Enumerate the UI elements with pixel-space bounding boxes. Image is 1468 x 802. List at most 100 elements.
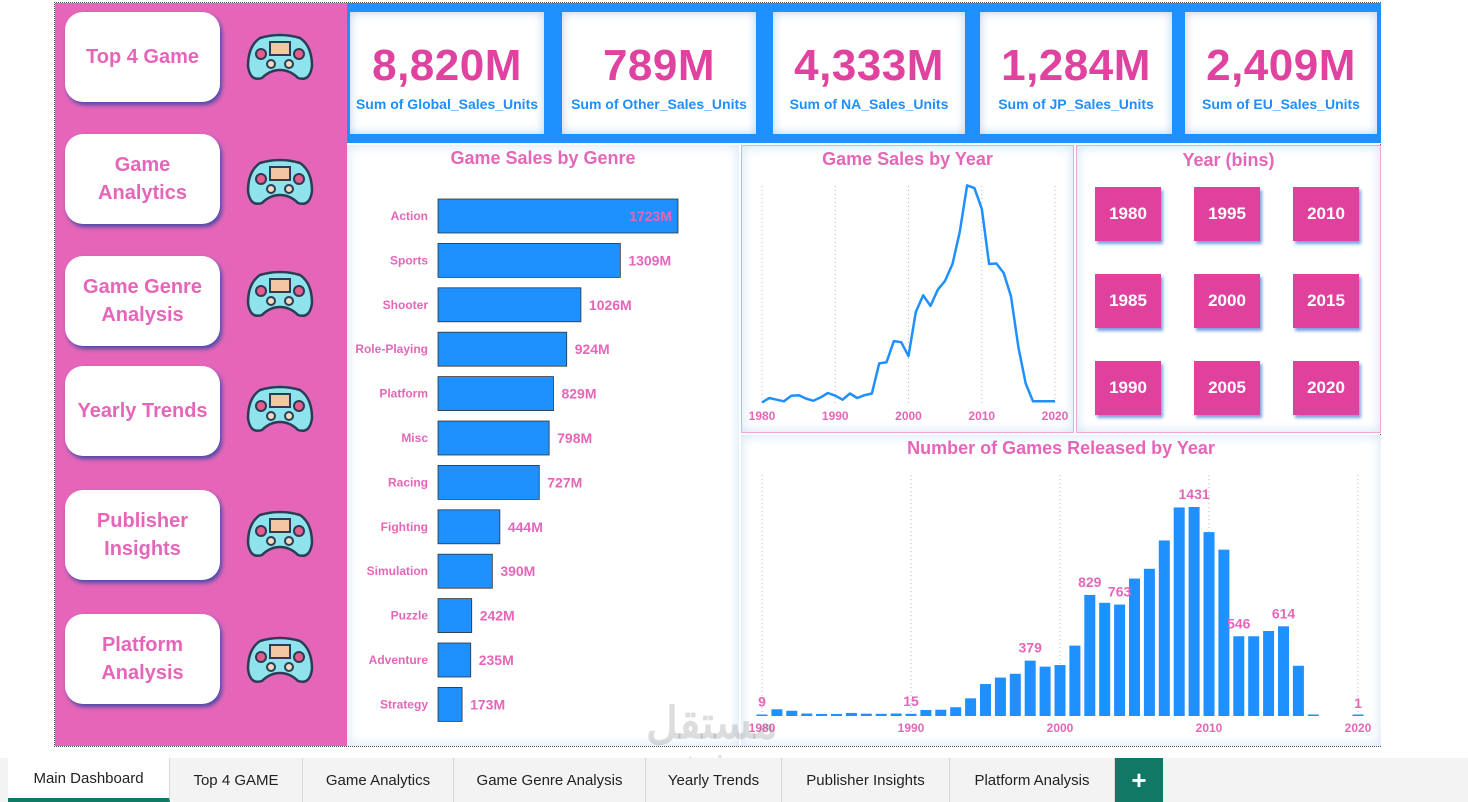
genre-value-label: 924M bbox=[575, 341, 610, 357]
kpi-label: Sum of Global_Sales_Units bbox=[355, 96, 539, 112]
genre-value-label: 1723M bbox=[629, 208, 672, 224]
genre-value-label: 1309M bbox=[628, 252, 671, 268]
release-bar bbox=[1114, 604, 1126, 716]
year-bin-1980[interactable]: 1980 bbox=[1095, 187, 1161, 241]
add-page-button[interactable]: + bbox=[1115, 758, 1163, 802]
kpi-card-eu-sales: 2,409M Sum of EU_Sales_Units bbox=[1185, 12, 1377, 134]
gamepad-icon bbox=[246, 33, 314, 80]
release-bar bbox=[1039, 666, 1051, 716]
release-bar bbox=[1054, 665, 1066, 716]
nav-button-platform-analysis[interactable]: Platform Analysis bbox=[65, 614, 220, 704]
gamepad-icon bbox=[246, 270, 314, 317]
release-bar bbox=[831, 713, 842, 716]
genre-value-label: 1026M bbox=[589, 297, 632, 313]
release-bar bbox=[1099, 602, 1111, 716]
gamepad-shape bbox=[246, 636, 314, 683]
release-bar bbox=[1233, 636, 1245, 716]
release-bar bbox=[950, 707, 962, 716]
genre-bar bbox=[437, 464, 540, 500]
genre-bar-chart: Action 1723M Sports 1309M Shooter 1026M Role-P… bbox=[355, 198, 679, 722]
release-bar bbox=[994, 677, 1006, 716]
tab-game-analytics[interactable]: Game Analytics bbox=[303, 758, 454, 802]
release-bar bbox=[980, 684, 991, 716]
genre-bar bbox=[437, 198, 679, 234]
year-bin-1990[interactable]: 1990 bbox=[1095, 361, 1161, 415]
genre-value-label: 242M bbox=[480, 608, 515, 624]
release-value-label: 379 bbox=[1019, 640, 1043, 656]
year-bin-2020[interactable]: 2020 bbox=[1293, 361, 1359, 415]
release-bar bbox=[875, 713, 887, 716]
release-value-label: 829 bbox=[1078, 574, 1102, 590]
sales-line bbox=[761, 184, 1055, 404]
release-bar bbox=[1084, 594, 1096, 716]
genre-bar bbox=[437, 331, 568, 367]
genre-value-label: 235M bbox=[479, 652, 514, 668]
gamepad-shape bbox=[246, 385, 314, 432]
nav-button-game-genre-analysis[interactable]: Game Genre Analysis bbox=[65, 256, 220, 346]
nav-button-publisher-insights[interactable]: Publisher Insights bbox=[65, 490, 220, 580]
genre-label: Role-Playing bbox=[355, 342, 428, 356]
year-bin-2010[interactable]: 2010 bbox=[1293, 187, 1359, 241]
release-value-label: 15 bbox=[903, 693, 919, 709]
release-bar bbox=[1292, 665, 1304, 716]
release-bar bbox=[1248, 636, 1260, 716]
release-bar bbox=[1024, 660, 1036, 716]
release-bar bbox=[756, 714, 768, 716]
release-value-label: 1431 bbox=[1179, 486, 1210, 502]
release-value-label: 9 bbox=[758, 694, 766, 710]
genre-label: Puzzle bbox=[391, 609, 429, 623]
nav-button-yearly-trends[interactable]: Yearly Trends bbox=[65, 366, 220, 456]
release-bar bbox=[1069, 645, 1081, 716]
gamepad-shape bbox=[246, 510, 314, 557]
genre-bar bbox=[437, 687, 463, 722]
releases-chart-title: Number of Games Released by Year bbox=[907, 438, 1215, 458]
release-bar bbox=[1158, 540, 1170, 716]
nav-button-game-analytics[interactable]: Game Analytics bbox=[65, 134, 220, 224]
release-bar bbox=[1278, 626, 1289, 716]
genre-bar bbox=[437, 598, 473, 634]
release-bar bbox=[1352, 714, 1364, 716]
x-tick-label: 2010 bbox=[1196, 721, 1223, 735]
kpi-bar: 8,820M Sum of Global_Sales_Units 789M Su… bbox=[347, 3, 1381, 143]
genre-bar bbox=[437, 243, 621, 278]
release-bar bbox=[1263, 630, 1275, 716]
gamepad-shape bbox=[246, 158, 314, 205]
nav-button-top-4-game[interactable]: Top 4 Game bbox=[65, 12, 220, 102]
year-bin-1995[interactable]: 1995 bbox=[1194, 187, 1260, 241]
x-tick-label: 1980 bbox=[749, 409, 776, 423]
year-bin-2000[interactable]: 2000 bbox=[1194, 274, 1260, 328]
release-value-label: 614 bbox=[1272, 605, 1296, 621]
page-tabs: Main Dashboard Top 4 GAME Game Analytics… bbox=[0, 758, 1468, 802]
release-bar bbox=[786, 710, 798, 716]
year-bin-2015[interactable]: 2015 bbox=[1293, 274, 1359, 328]
genre-value-label: 829M bbox=[561, 386, 596, 402]
release-bar bbox=[1218, 549, 1230, 716]
genre-label: Platform bbox=[379, 387, 428, 401]
release-bar bbox=[1307, 714, 1319, 716]
tab-platform-analysis[interactable]: Platform Analysis bbox=[950, 758, 1115, 802]
genre-bar bbox=[437, 553, 493, 589]
kpi-value: 4,333M bbox=[794, 41, 944, 90]
release-bar bbox=[1188, 507, 1200, 716]
gamepad-shape bbox=[246, 270, 314, 317]
kpi-label: Sum of EU_Sales_Units bbox=[1202, 96, 1360, 112]
tab-yearly-trends[interactable]: Yearly Trends bbox=[646, 758, 782, 802]
tab-game-genre-analysis[interactable]: Game Genre Analysis bbox=[454, 758, 646, 802]
release-bar bbox=[1143, 568, 1155, 716]
tab-main-dashboard[interactable]: Main Dashboard bbox=[8, 758, 170, 802]
release-bar bbox=[935, 709, 947, 716]
genre-value-label: 727M bbox=[547, 474, 582, 490]
year-bin-2005[interactable]: 2005 bbox=[1194, 361, 1260, 415]
release-bar bbox=[1009, 673, 1021, 716]
tab-top-4-game[interactable]: Top 4 GAME bbox=[170, 758, 303, 802]
tab-publisher-insights[interactable]: Publisher Insights bbox=[782, 758, 950, 802]
genre-bar bbox=[437, 509, 501, 545]
release-value-label: 1 bbox=[1354, 695, 1362, 711]
genre-label: Adventure bbox=[369, 653, 429, 667]
genre-label: Racing bbox=[388, 475, 428, 489]
genre-label: Simulation bbox=[367, 564, 428, 578]
year-bin-1985[interactable]: 1985 bbox=[1095, 274, 1161, 328]
watermark-arabic: مستقل bbox=[646, 699, 778, 748]
kpi-label: Sum of Other_Sales_Units bbox=[571, 96, 747, 112]
gamepad-icon bbox=[246, 510, 314, 557]
